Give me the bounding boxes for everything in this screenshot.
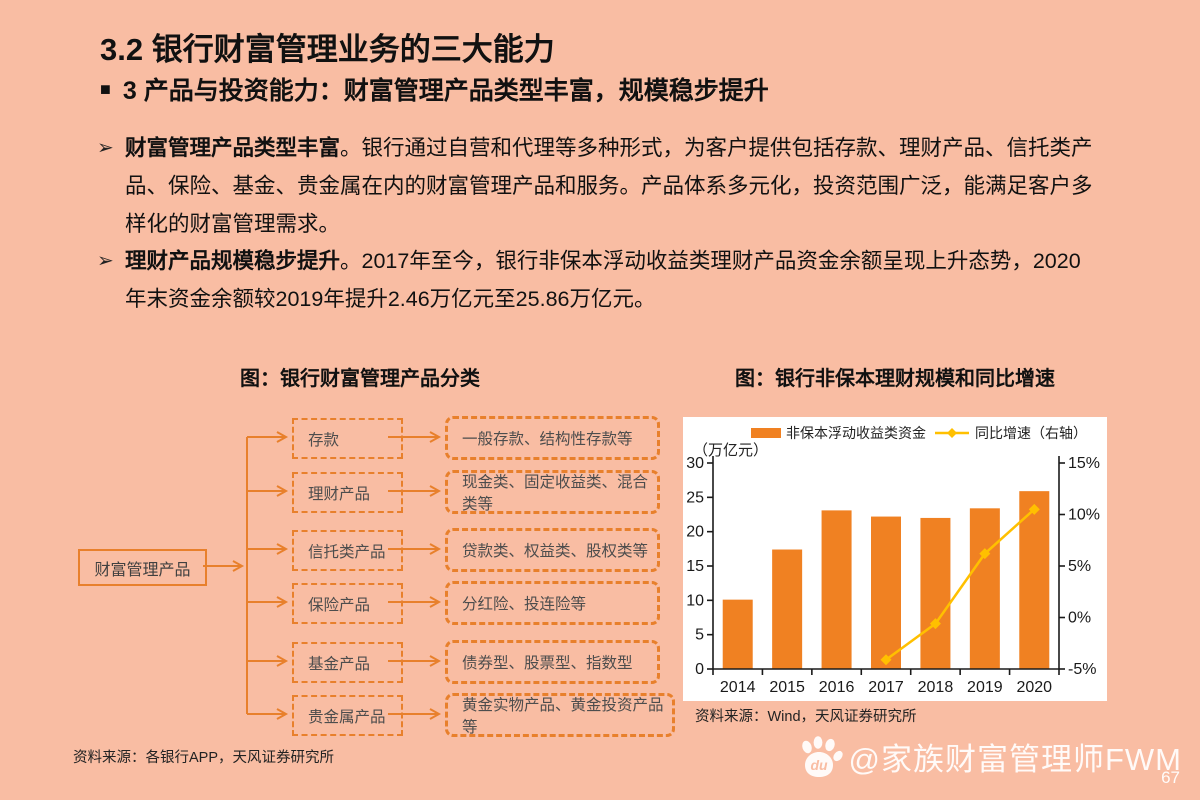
baidu-du-text: du bbox=[810, 757, 828, 773]
chart-title: 图：银行非保本理财规模和同比增速 bbox=[735, 368, 1055, 390]
svg-text:-5%: -5% bbox=[1068, 661, 1096, 678]
section-subtitle-text: 3 产品与投资能力：财富管理产品类型丰富，规模稳步提升 bbox=[122, 77, 769, 105]
svg-text:10%: 10% bbox=[1068, 507, 1100, 524]
svg-text:5%: 5% bbox=[1068, 558, 1091, 575]
diagram-detail-box: 现金类、固定收益类、混合类等 bbox=[445, 470, 660, 514]
chart-source: 资料来源：Wind，天风证券研究所 bbox=[695, 709, 917, 725]
baidu-paw-icon: du bbox=[801, 735, 843, 777]
svg-text:10: 10 bbox=[686, 592, 704, 609]
diagram-detail-box: 贷款类、权益类、股权类等 bbox=[445, 528, 660, 572]
svg-text:25: 25 bbox=[686, 489, 704, 506]
diagram-detail-box: 一般存款、结构性存款等 bbox=[445, 416, 660, 460]
legend-item-bar: 非保本浮动收益类资金 bbox=[751, 423, 926, 443]
page-title: 3.2 银行财富管理业务的三大能力 bbox=[100, 32, 555, 67]
svg-text:2015: 2015 bbox=[769, 679, 805, 696]
diagram-category-box: 理财产品 bbox=[292, 472, 403, 513]
svg-text:15%: 15% bbox=[1068, 455, 1100, 472]
svg-text:20: 20 bbox=[686, 524, 704, 541]
diagram-category-box: 贵金属产品 bbox=[292, 695, 403, 736]
legend-line-label: 同比增速（右轴） bbox=[975, 425, 1087, 441]
bullet-text: 理财产品规模稳步提升。2017年至今，银行非保本浮动收益类理财产品资金余额呈现上… bbox=[125, 242, 1097, 318]
watermark: du @家族财富管理师FWM bbox=[797, 734, 1183, 779]
diagram-category-box: 保险产品 bbox=[292, 583, 403, 624]
diagram-source: 资料来源：各银行APP，天风证券研究所 bbox=[73, 750, 335, 766]
svg-text:2017: 2017 bbox=[868, 679, 904, 696]
diagram-detail-box: 债券型、股票型、指数型 bbox=[445, 640, 660, 684]
bullet-lead: 财富管理产品类型丰富 bbox=[125, 136, 341, 160]
diagram-detail-box: 黄金实物产品、黄金投资产品等 bbox=[445, 693, 675, 737]
svg-text:5: 5 bbox=[695, 627, 704, 644]
diagram-category-box: 存款 bbox=[292, 418, 403, 459]
svg-text:2020: 2020 bbox=[1016, 679, 1052, 696]
page-number: 67 bbox=[1161, 768, 1180, 787]
svg-text:2016: 2016 bbox=[819, 679, 855, 696]
diagram-title: 图：银行财富管理产品分类 bbox=[240, 368, 480, 390]
bar-line-chart: 0 5 10 15 20 25 30 -5% 0% 5% 10% 15% 2014 2015 2016 201… bbox=[686, 455, 1100, 696]
legend-bar-label: 非保本浮动收益类资金 bbox=[786, 425, 926, 441]
bullet-lead: 理财产品规模稳步提升 bbox=[125, 249, 341, 273]
svg-text:0: 0 bbox=[695, 661, 704, 678]
svg-text:0%: 0% bbox=[1068, 610, 1091, 627]
diagram-category-box: 基金产品 bbox=[292, 642, 403, 683]
svg-text:15: 15 bbox=[686, 558, 704, 575]
bullet-item: ➢ 财富管理产品类型丰富。银行通过自营和代理等多种形式，为客户提供包括存款、理财… bbox=[97, 129, 1097, 243]
arrow-bullet-icon: ➢ bbox=[97, 250, 114, 272]
svg-text:2019: 2019 bbox=[967, 679, 1003, 696]
bullet-text: 财富管理产品类型丰富。银行通过自营和代理等多种形式，为客户提供包括存款、理财产品… bbox=[125, 129, 1097, 243]
section-subtitle: ■ 3 产品与投资能力：财富管理产品类型丰富，规模稳步提升 bbox=[100, 71, 769, 107]
svg-text:30: 30 bbox=[686, 455, 704, 472]
chart-unit-label: （万亿元） bbox=[693, 442, 769, 459]
diagram-root-box: 财富管理产品 bbox=[78, 549, 207, 586]
chart-legend: 非保本浮动收益类资金 同比增速（右轴） bbox=[751, 423, 1087, 443]
legend-item-line: 同比增速（右轴） bbox=[934, 423, 1087, 443]
diagram-category-box: 信托类产品 bbox=[292, 530, 403, 571]
square-bullet-icon: ■ bbox=[100, 79, 111, 99]
arrow-bullet-icon: ➢ bbox=[97, 137, 114, 159]
watermark-handle: @家族财富管理师FWM bbox=[848, 742, 1182, 777]
svg-text:2018: 2018 bbox=[918, 679, 954, 696]
line-swatch-icon bbox=[935, 428, 969, 438]
svg-text:2014: 2014 bbox=[720, 679, 756, 696]
bar-swatch-icon bbox=[751, 428, 781, 438]
bullet-item: ➢ 理财产品规模稳步提升。2017年至今，银行非保本浮动收益类理财产品资金余额呈… bbox=[97, 242, 1097, 318]
bullet-body: 。2017年至今，银行非保本浮动收益类理财产品资金余额呈现上升态势，2020年末… bbox=[125, 249, 1081, 311]
bullet-body: 。银行通过自营和代理等多种形式，为客户提供包括存款、理财产品、信托类产品、保险、… bbox=[125, 136, 1093, 236]
diagram-detail-box: 分红险、投连险等 bbox=[445, 581, 660, 625]
chart-panel: （万亿元） 非保本浮动收益类资金 同比增速（右轴） 0 5 10 15 20 25 30 -5… bbox=[683, 417, 1107, 701]
